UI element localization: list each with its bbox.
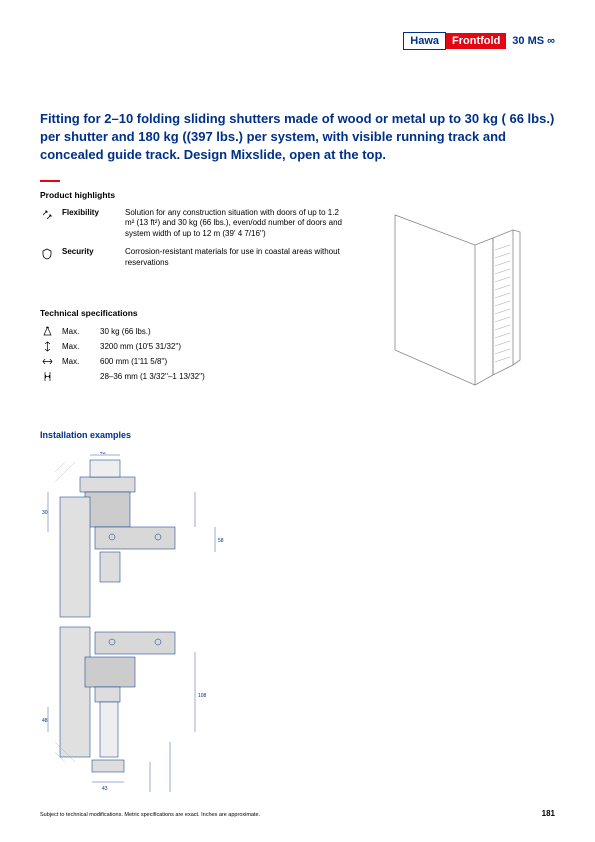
tech-value: 600 mm (1'11 5/8'') bbox=[100, 357, 350, 366]
tech-label: Max. bbox=[62, 357, 92, 366]
width-icon bbox=[40, 356, 54, 367]
highlight-row-flexibility: Flexibility Solution for any constructio… bbox=[40, 208, 350, 239]
tech-value: 3200 mm (10'5 31/32'') bbox=[100, 342, 350, 351]
installation-examples-heading: Installation examples bbox=[40, 430, 131, 440]
page-number: 181 bbox=[542, 809, 555, 818]
tech-heading: Technical specifications bbox=[40, 308, 350, 318]
technical-specifications-section: Technical specifications Max. 30 kg (66 … bbox=[40, 308, 350, 386]
technical-drawing: 43 30 58 48 43 108 bbox=[40, 452, 270, 802]
product-illustration bbox=[385, 210, 555, 390]
divider-accent bbox=[40, 180, 60, 182]
logo-suffix: 30 MS ∞ bbox=[512, 35, 555, 47]
product-logo-header: HawaFrontfold 30 MS ∞ bbox=[403, 32, 555, 50]
page-title: Fitting for 2–10 folding sliding shutter… bbox=[40, 110, 555, 165]
svg-text:48: 48 bbox=[42, 718, 48, 724]
weight-icon bbox=[40, 326, 54, 337]
security-icon bbox=[40, 247, 54, 268]
svg-text:43: 43 bbox=[102, 786, 108, 792]
highlights-heading: Product highlights bbox=[40, 190, 350, 200]
tech-value: 28–36 mm (1 3/32''–1 13/32'') bbox=[100, 372, 350, 381]
svg-text:30: 30 bbox=[42, 510, 48, 516]
tech-row-thickness: 28–36 mm (1 3/32''–1 13/32'') bbox=[40, 371, 350, 382]
tech-value: 30 kg (66 lbs.) bbox=[100, 327, 350, 336]
highlight-label: Flexibility bbox=[62, 208, 117, 239]
height-icon bbox=[40, 341, 54, 352]
product-highlights-section: Product highlights Flexibility Solution … bbox=[40, 190, 350, 276]
tech-row-weight: Max. 30 kg (66 lbs.) bbox=[40, 326, 350, 337]
highlight-row-security: Security Corrosion-resistant materials f… bbox=[40, 247, 350, 268]
tech-row-width: Max. 600 mm (1'11 5/8'') bbox=[40, 356, 350, 367]
tech-row-height: Max. 3200 mm (10'5 31/32'') bbox=[40, 341, 350, 352]
flexibility-icon bbox=[40, 208, 54, 239]
tech-label: Max. bbox=[62, 342, 92, 351]
tech-label: Max. bbox=[62, 327, 92, 336]
thickness-icon bbox=[40, 371, 54, 382]
logo-product: Frontfold bbox=[446, 33, 506, 49]
highlight-desc: Corrosion-resistant materials for use in… bbox=[125, 247, 350, 268]
svg-text:108: 108 bbox=[198, 693, 207, 699]
footer-disclaimer: Subject to technical modifications. Metr… bbox=[40, 812, 260, 818]
svg-text:58: 58 bbox=[218, 538, 224, 544]
highlight-label: Security bbox=[62, 247, 117, 268]
svg-text:43: 43 bbox=[100, 452, 106, 456]
logo-brand: Hawa bbox=[403, 32, 446, 50]
highlight-desc: Solution for any construction situation … bbox=[125, 208, 350, 239]
